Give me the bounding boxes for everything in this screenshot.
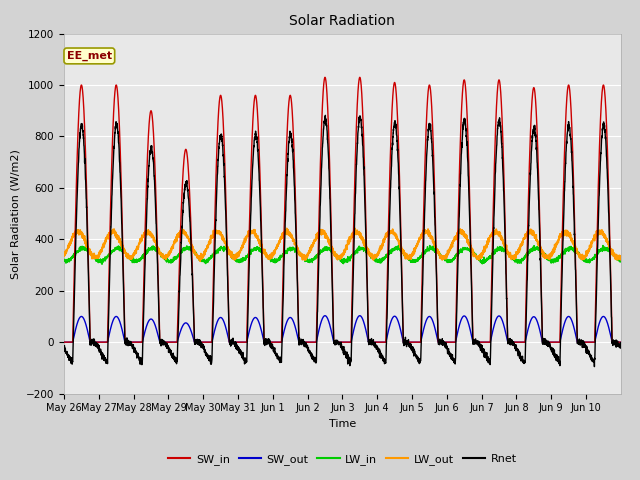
Text: EE_met: EE_met <box>67 51 112 61</box>
Title: Solar Radiation: Solar Radiation <box>289 14 396 28</box>
Y-axis label: Solar Radiation (W/m2): Solar Radiation (W/m2) <box>10 149 20 278</box>
X-axis label: Time: Time <box>329 419 356 429</box>
Legend: SW_in, SW_out, LW_in, LW_out, Rnet: SW_in, SW_out, LW_in, LW_out, Rnet <box>164 450 521 469</box>
